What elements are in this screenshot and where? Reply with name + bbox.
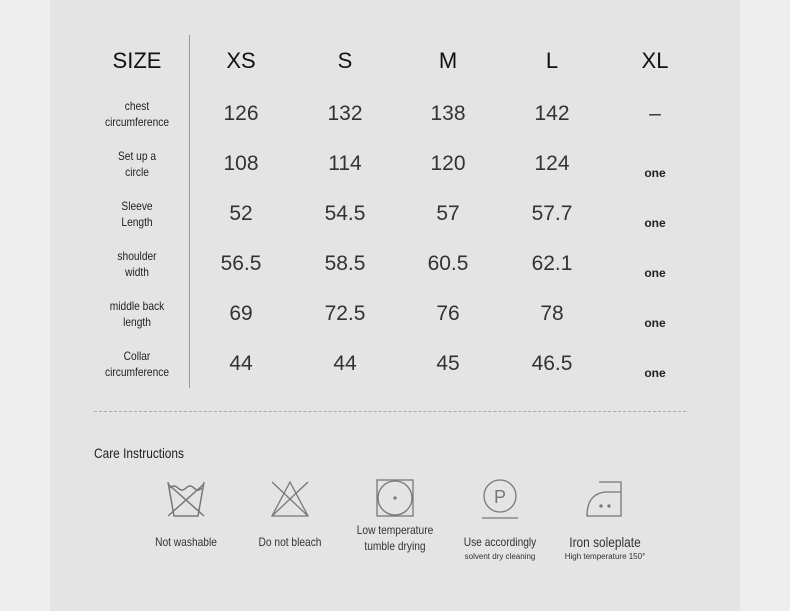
care-label: Use accordingly — [463, 535, 537, 549]
care-sublabel: High temperature 150° — [564, 552, 646, 561]
table-cell: 124 — [534, 152, 570, 175]
no-bleach-icon — [235, 478, 345, 520]
table-cell: one — [644, 216, 666, 230]
table-cell: one — [644, 166, 666, 180]
size-chart-panel — [50, 0, 740, 611]
table-cell: 60.5 — [427, 252, 469, 275]
table-cell: 54.5 — [324, 202, 366, 225]
column-header: SIZE — [112, 48, 162, 73]
row-label: shoulder width — [117, 248, 156, 280]
row-label-line: length — [123, 315, 151, 329]
table-cell: 108 — [223, 152, 259, 175]
care-label: Iron soleplate — [569, 534, 641, 550]
table-cell: one — [644, 316, 666, 330]
iron-icon — [550, 478, 660, 520]
care-item: P Use accordingly solvent dry cleaning — [445, 478, 555, 564]
row-label-line: shoulder — [117, 249, 157, 263]
column-header: M — [438, 48, 458, 73]
row-label-line: chest — [124, 99, 150, 113]
table-cell: 114 — [328, 152, 362, 175]
table-cell: 138 — [430, 102, 466, 125]
care-label: Not washable — [155, 535, 217, 549]
column-header: L — [545, 48, 559, 73]
care-item: Not washable — [131, 478, 241, 550]
table-cell: 52 — [229, 202, 253, 225]
row-label-line: middle back — [109, 299, 165, 313]
table-cell: 142 — [534, 102, 570, 125]
table-cell: 126 — [223, 102, 259, 125]
column-header: XS — [226, 48, 256, 73]
care-title: Care Instructions — [94, 445, 184, 461]
row-label-line: width — [125, 265, 149, 279]
row-label-line: Length — [121, 215, 153, 229]
table-cell: 62.1 — [531, 252, 573, 275]
table-cell: 44 — [229, 352, 253, 375]
table-cell: 69 — [229, 302, 253, 325]
no-wash-icon — [131, 478, 241, 520]
row-label: chest circumference — [105, 98, 169, 130]
table-cell: 45 — [436, 352, 460, 375]
table-cell: 57.7 — [531, 202, 573, 225]
row-label: middle back length — [110, 298, 164, 330]
row-label-line: Set up a — [118, 149, 156, 163]
table-cell: 56.5 — [220, 252, 262, 275]
table-cell: 78 — [540, 302, 564, 325]
dry-clean-p-icon: P — [445, 478, 555, 520]
table-cell: 58.5 — [324, 252, 366, 275]
row-label-line: Sleeve — [121, 199, 153, 213]
row-label: Sleeve Length — [121, 198, 152, 230]
column-header: S — [337, 48, 353, 73]
dashed-divider — [94, 411, 686, 412]
row-label: Collar circumference — [105, 348, 169, 380]
table-cell: 57 — [436, 202, 460, 225]
row-label: Set up a circle — [118, 148, 156, 180]
table-cell: – — [649, 102, 661, 125]
table-cell: one — [644, 366, 666, 380]
care-label: Do not bleach — [258, 535, 322, 549]
divider — [189, 35, 190, 388]
care-label: Low temperature tumble drying — [356, 523, 434, 553]
row-label-line: circumference — [104, 365, 170, 379]
table-cell: 120 — [430, 152, 466, 175]
table-cell: 44 — [333, 352, 357, 375]
care-item: Do not bleach — [235, 478, 345, 550]
row-label-line: circle — [125, 165, 149, 179]
care-item: Iron soleplate High temperature 150° — [550, 478, 660, 564]
table-cell: 132 — [327, 102, 363, 125]
tumble-dry-low-icon — [340, 478, 450, 518]
care-item: Low temperature tumble drying — [340, 478, 450, 554]
care-sublabel: solvent dry cleaning — [464, 552, 536, 561]
row-label-line: Collar — [123, 349, 151, 363]
table-cell: one — [644, 266, 666, 280]
svg-text:P: P — [494, 487, 506, 507]
table-cell: 72.5 — [324, 302, 366, 325]
row-label-line: circumference — [104, 115, 170, 129]
table-cell: 76 — [436, 302, 460, 325]
table-cell: 46.5 — [531, 352, 573, 375]
column-header: XL — [641, 48, 669, 73]
